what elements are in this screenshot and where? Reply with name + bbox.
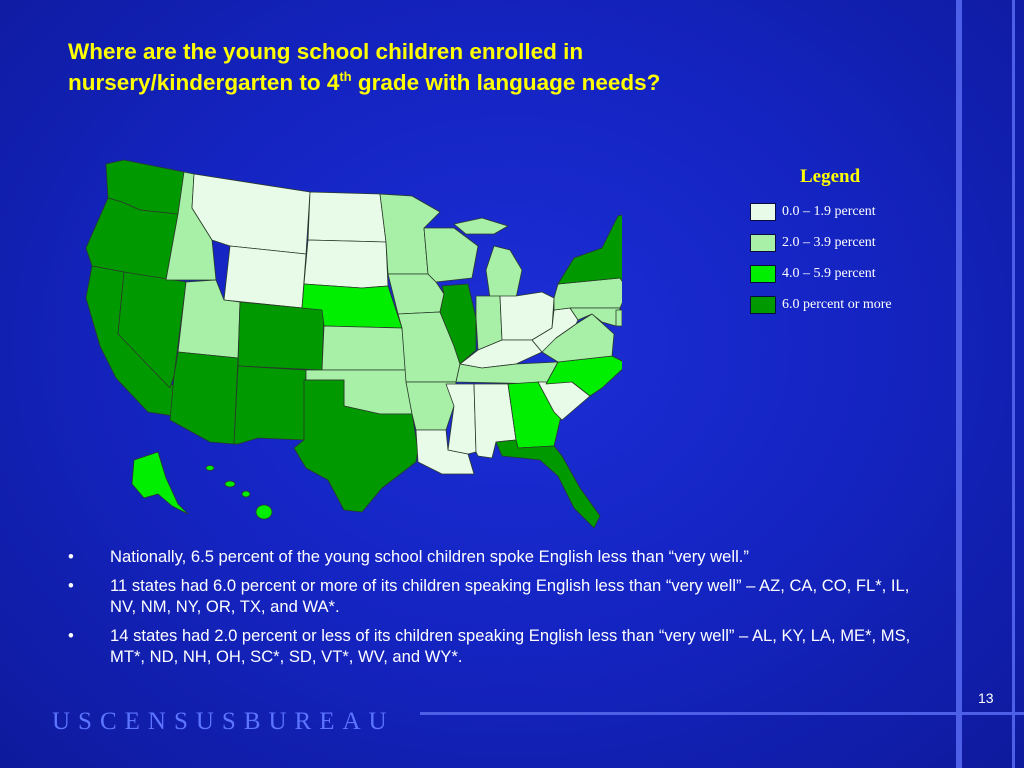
state-SD [303, 239, 389, 289]
state-CO [237, 301, 325, 371]
state-WY [223, 245, 307, 309]
bullet-item: • Nationally, 6.5 percent of the young s… [68, 546, 928, 567]
legend-label-3: 4.0 – 5.9 percent [782, 265, 876, 281]
legend-label-1: 0.0 – 1.9 percent [782, 203, 876, 219]
title-line-2-end: grade with language needs? [351, 70, 661, 95]
legend-swatch-2 [750, 233, 776, 252]
state-MI-UP [453, 217, 509, 235]
state-MI [485, 245, 523, 299]
legend-swatch-4 [750, 295, 776, 314]
slide-title: Where are the young school children enro… [68, 36, 868, 98]
state-MD [569, 307, 621, 327]
title-superscript: th [339, 68, 352, 84]
legend-swatch-1 [750, 202, 776, 221]
legend-label-2: 2.0 – 3.9 percent [782, 234, 876, 250]
state-NM [233, 365, 307, 445]
bullet-dot: • [68, 576, 74, 595]
state-LA [415, 429, 475, 475]
us-states-map [85, 159, 622, 529]
state-KS [321, 325, 407, 371]
legend-swatch-3 [750, 264, 776, 283]
state-NY [557, 214, 622, 285]
state-WI [423, 227, 479, 283]
bullet-dot: • [68, 547, 74, 566]
census-bureau-logo: USCENSUSBUREAU [52, 708, 395, 735]
page-number: 13 [978, 690, 994, 706]
state-AZ [169, 351, 239, 445]
state-DE [615, 309, 622, 327]
title-line-2: nursery/kindergarten to 4 [68, 70, 340, 95]
state-AK [131, 451, 189, 515]
frame-line-horizontal [420, 712, 1024, 715]
bullet-item: • 11 states had 6.0 percent or more of i… [68, 575, 928, 617]
frame-line-vertical [956, 0, 962, 768]
legend-item-3: 4.0 – 5.9 percent [750, 258, 950, 289]
legend-item-4: 6.0 percent or more [750, 289, 950, 320]
legend-title: Legend [800, 166, 861, 187]
state-ND [307, 191, 387, 243]
legend-item-2: 2.0 – 3.9 percent [750, 227, 950, 258]
bullet-dot: • [68, 626, 74, 645]
map-legend: Legend 0.0 – 1.9 percent 2.0 – 3.9 perce… [750, 166, 950, 320]
bullet-text: 11 states had 6.0 percent or more of its… [110, 576, 910, 616]
bullet-item: • 14 states had 2.0 percent or less of i… [68, 625, 928, 667]
state-FL [495, 439, 601, 529]
state-HI [205, 465, 273, 520]
bullet-text: Nationally, 6.5 percent of the young sch… [110, 547, 749, 566]
legend-item-1: 0.0 – 1.9 percent [750, 196, 950, 227]
bullet-list: • Nationally, 6.5 percent of the young s… [68, 546, 928, 675]
title-line-1: Where are the young school children enro… [68, 39, 584, 64]
legend-label-4: 6.0 percent or more [782, 296, 892, 312]
state-TX [293, 379, 419, 513]
bullet-text: 14 states had 2.0 percent or less of its… [110, 626, 911, 666]
frame-line-vertical-thin [1012, 0, 1015, 768]
state-MS [445, 383, 477, 455]
